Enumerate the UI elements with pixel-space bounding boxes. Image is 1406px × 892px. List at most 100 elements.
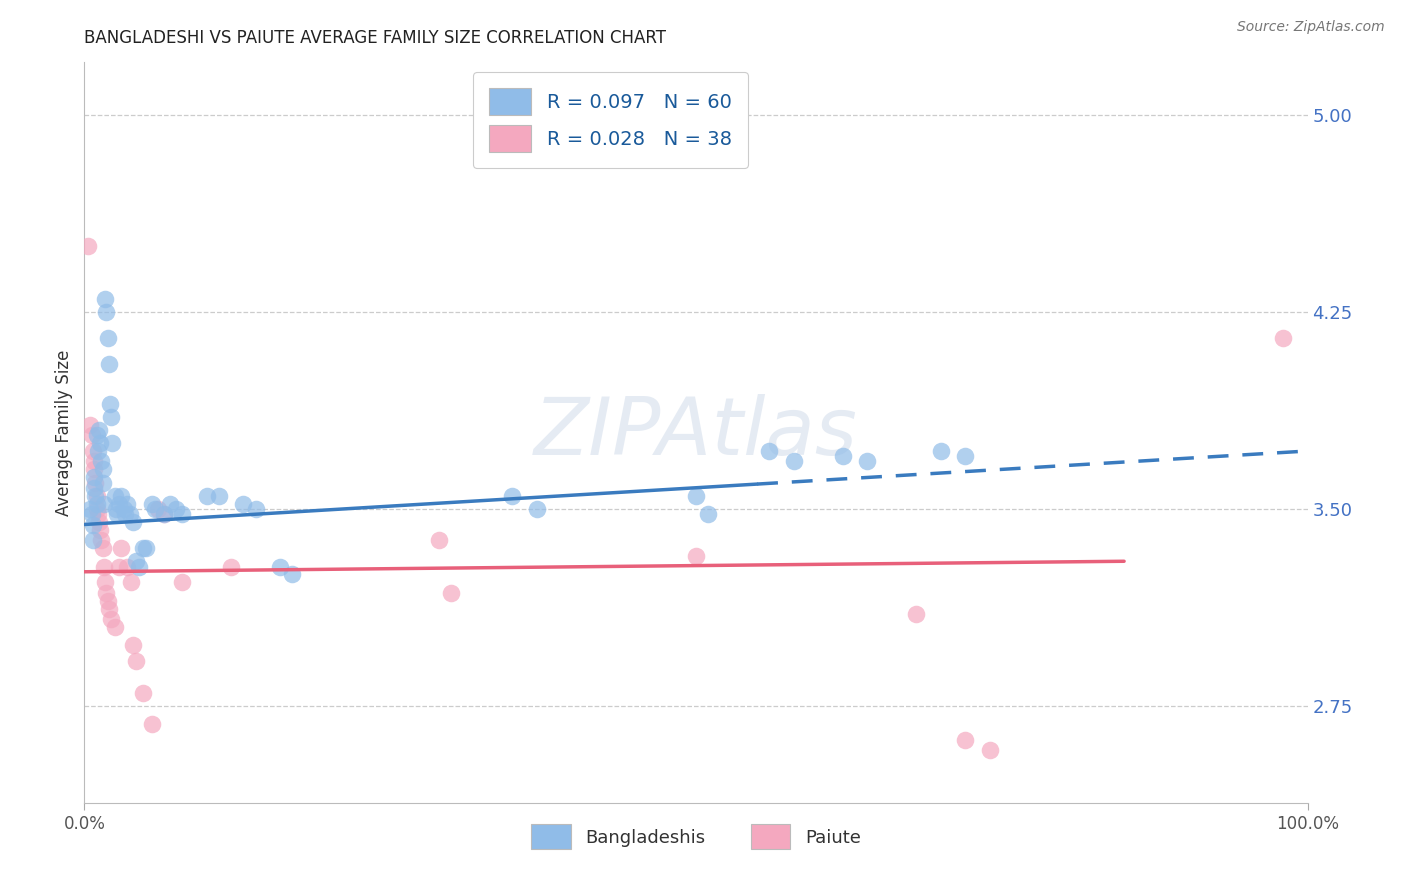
- Point: [783, 454, 806, 468]
- Point: [153, 507, 176, 521]
- Point: [125, 654, 148, 668]
- Point: [135, 541, 157, 556]
- Point: [526, 501, 548, 516]
- Point: [83, 454, 105, 468]
- Point: [172, 575, 194, 590]
- Point: [86, 428, 108, 442]
- Point: [82, 517, 104, 532]
- Point: [89, 523, 111, 537]
- Point: [100, 612, 122, 626]
- Text: ZIPAtlas: ZIPAtlas: [534, 393, 858, 472]
- Point: [87, 507, 110, 521]
- Point: [219, 559, 242, 574]
- Point: [86, 489, 108, 503]
- Point: [125, 554, 148, 568]
- Point: [195, 489, 218, 503]
- Point: [120, 575, 142, 590]
- Point: [86, 501, 108, 516]
- Point: [91, 541, 114, 556]
- Point: [502, 489, 524, 503]
- Point: [94, 292, 117, 306]
- Point: [1272, 331, 1295, 345]
- Point: [100, 409, 122, 424]
- Point: [90, 454, 112, 468]
- Point: [87, 444, 110, 458]
- Point: [97, 331, 120, 345]
- Point: [153, 507, 176, 521]
- Point: [427, 533, 450, 548]
- Point: [953, 449, 976, 463]
- Text: Source: ZipAtlas.com: Source: ZipAtlas.com: [1237, 20, 1385, 34]
- Point: [122, 638, 145, 652]
- Point: [112, 501, 135, 516]
- Point: [94, 575, 117, 590]
- Point: [89, 436, 111, 450]
- Point: [101, 436, 124, 450]
- Legend: R = 0.097   N = 60, R = 0.028   N = 38: R = 0.097 N = 60, R = 0.028 N = 38: [474, 72, 748, 168]
- Point: [93, 496, 115, 510]
- Point: [118, 507, 141, 521]
- Point: [90, 533, 112, 548]
- Point: [208, 489, 231, 503]
- Point: [132, 685, 155, 699]
- Text: BANGLADESHI VS PAIUTE AVERAGE FAMILY SIZE CORRELATION CHART: BANGLADESHI VS PAIUTE AVERAGE FAMILY SIZ…: [84, 29, 666, 47]
- Point: [110, 541, 132, 556]
- Point: [269, 559, 291, 574]
- Point: [82, 533, 104, 548]
- Point: [143, 501, 166, 516]
- Point: [165, 501, 187, 516]
- Point: [104, 620, 127, 634]
- Point: [83, 462, 105, 476]
- Point: [105, 507, 128, 521]
- Point: [685, 489, 707, 503]
- Point: [232, 496, 254, 510]
- Point: [107, 559, 129, 574]
- Point: [77, 239, 100, 253]
- Point: [97, 601, 120, 615]
- Point: [96, 586, 118, 600]
- Point: [84, 489, 107, 503]
- Point: [953, 732, 976, 747]
- Point: [115, 559, 138, 574]
- Point: [697, 507, 720, 521]
- Point: [440, 586, 463, 600]
- Point: [83, 470, 105, 484]
- Point: [105, 501, 128, 516]
- Point: [979, 743, 1001, 757]
- Point: [79, 417, 101, 432]
- Point: [98, 397, 121, 411]
- Point: [97, 357, 120, 371]
- Point: [905, 607, 928, 621]
- Point: [87, 515, 110, 529]
- Point: [93, 559, 115, 574]
- Point: [80, 428, 103, 442]
- Y-axis label: Average Family Size: Average Family Size: [55, 350, 73, 516]
- Point: [82, 444, 104, 458]
- Point: [91, 475, 114, 490]
- Point: [110, 489, 132, 503]
- Point: [132, 541, 155, 556]
- Point: [84, 475, 107, 490]
- Point: [115, 496, 138, 510]
- Point: [141, 496, 163, 510]
- Point: [245, 501, 267, 516]
- Point: [97, 593, 120, 607]
- Point: [685, 549, 707, 563]
- Point: [146, 501, 169, 516]
- Point: [929, 444, 952, 458]
- Point: [87, 423, 110, 437]
- Point: [79, 501, 101, 516]
- Point: [96, 305, 118, 319]
- Point: [128, 559, 150, 574]
- Point: [159, 496, 181, 510]
- Point: [172, 507, 194, 521]
- Point: [91, 462, 114, 476]
- Point: [141, 717, 163, 731]
- Point: [104, 489, 127, 503]
- Point: [107, 496, 129, 510]
- Point: [856, 454, 879, 468]
- Point: [831, 449, 853, 463]
- Point: [83, 481, 105, 495]
- Point: [758, 444, 780, 458]
- Point: [80, 507, 103, 521]
